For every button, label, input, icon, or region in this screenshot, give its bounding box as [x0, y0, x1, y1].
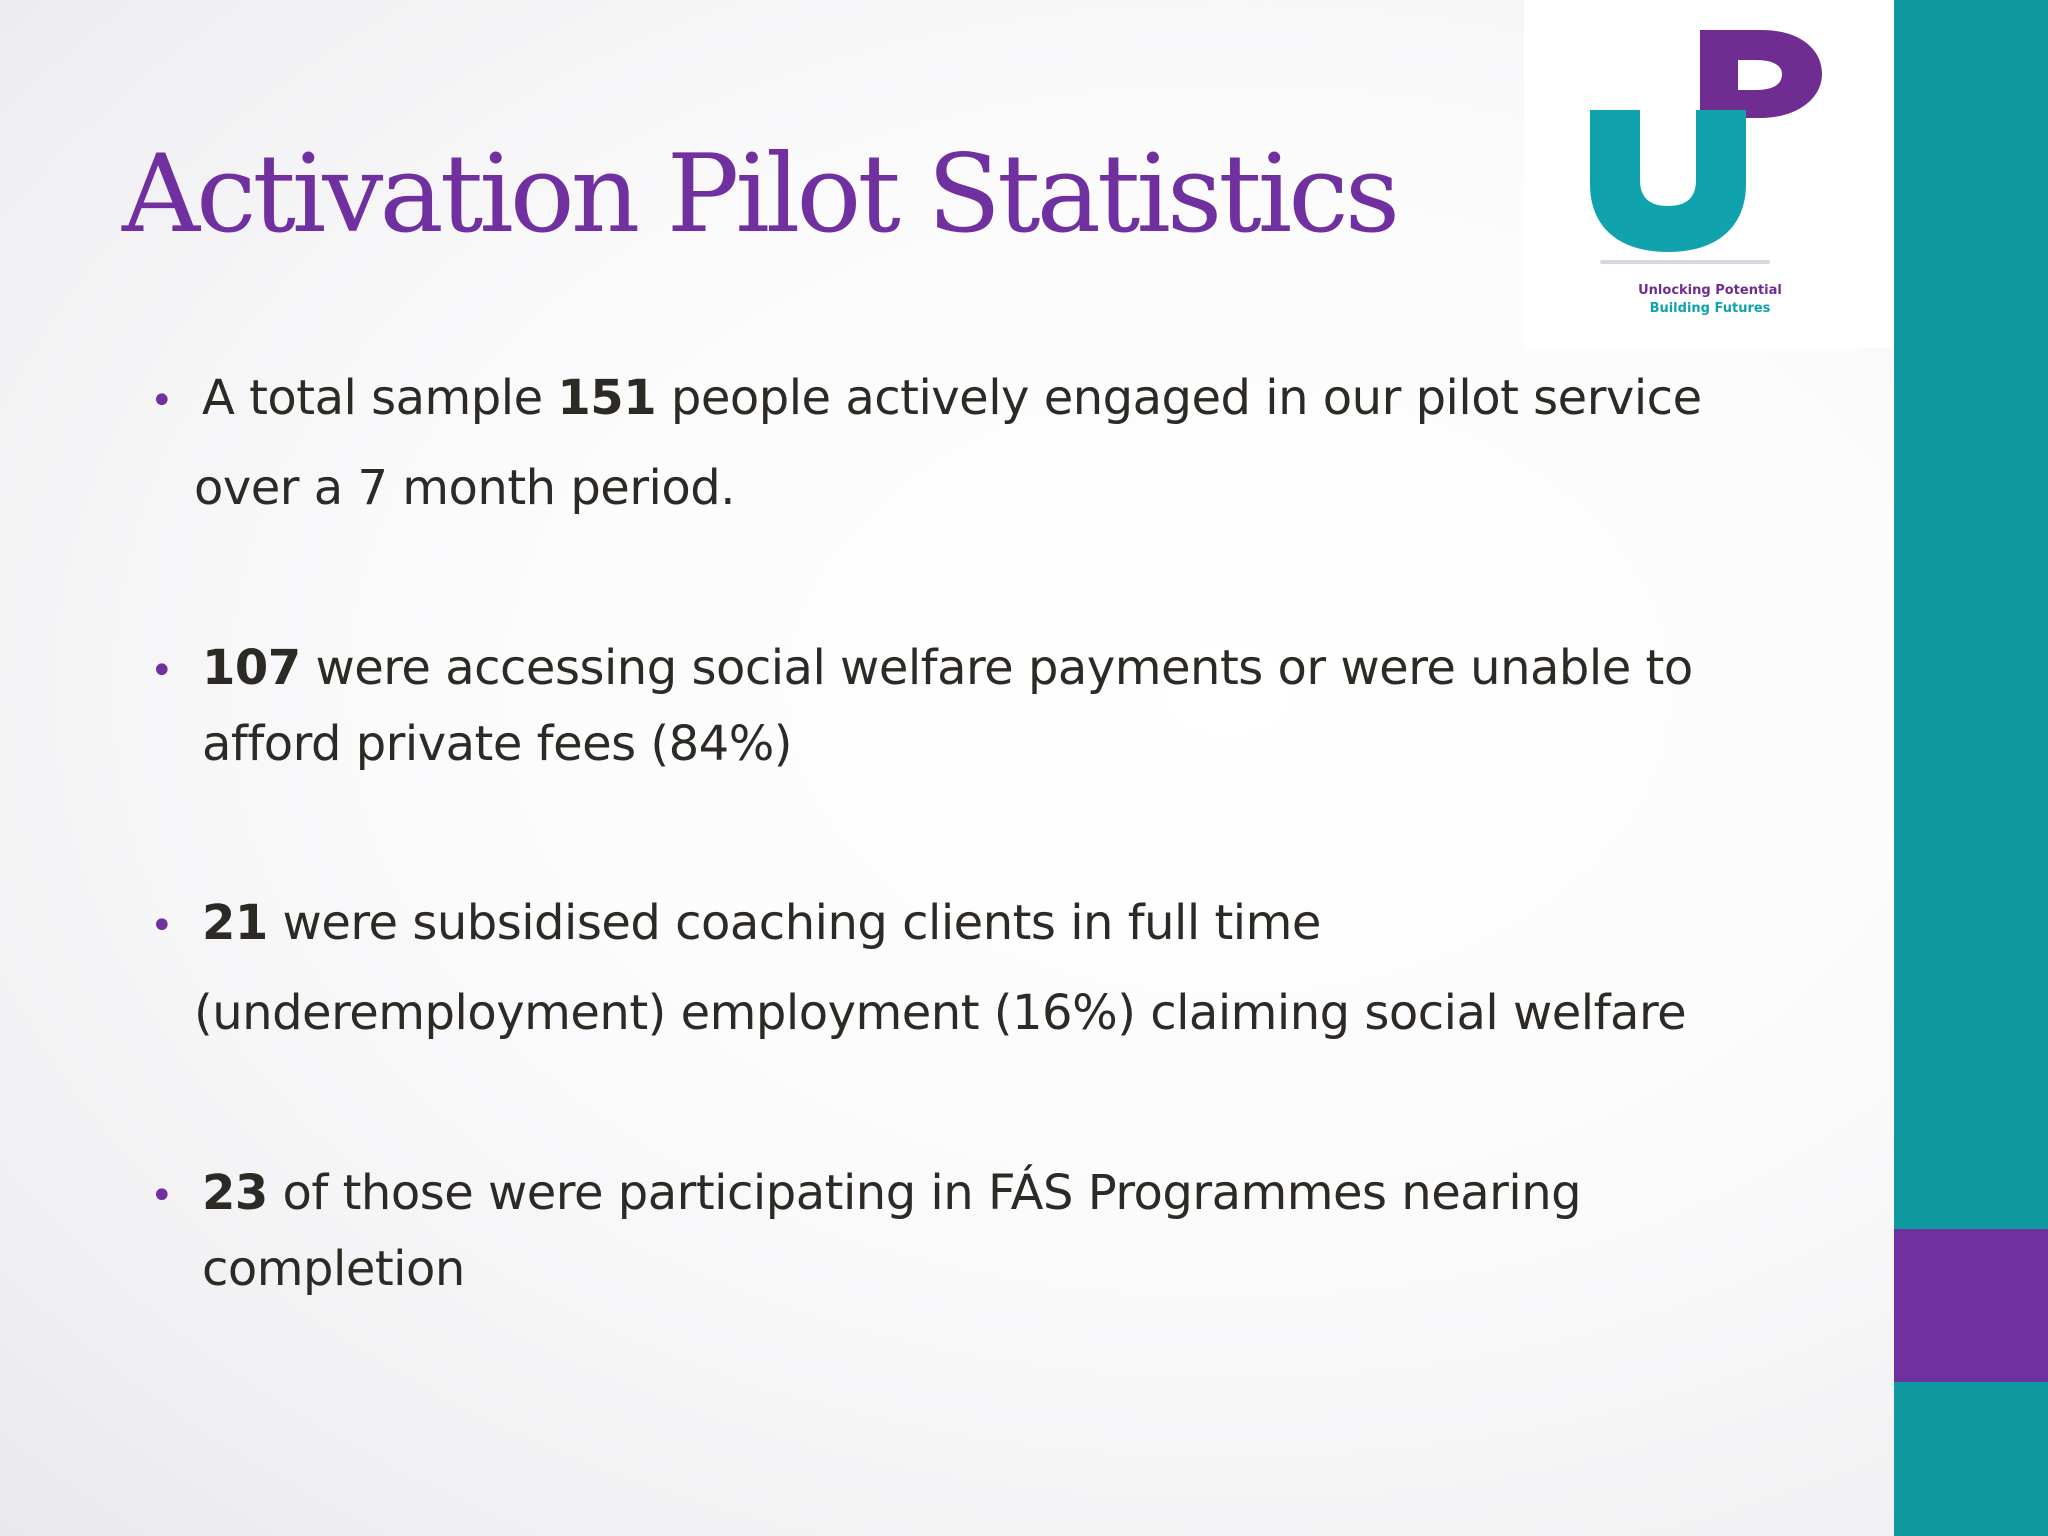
bullet-1-number: 151: [557, 370, 657, 426]
bullet-1-line-2: over a 7 month period.: [194, 460, 735, 516]
bullet-3-number: 21: [202, 895, 268, 951]
bullet-2-line-1: 107 were accessing social welfare paymen…: [202, 636, 1693, 700]
bullet-4-line-1: 23 of those were participating in FÁS Pr…: [202, 1161, 1582, 1225]
bullet-4-line-2: completion: [202, 1241, 465, 1297]
bullet-list: • A total sample 151 people actively eng…: [150, 366, 1702, 1297]
bullet-1-text-before: A total sample: [202, 370, 558, 426]
bullet-4-number: 23: [202, 1165, 268, 1221]
logo-tagline-line1: Unlocking Potential: [1638, 283, 1782, 298]
bullet-3-line-2: (underemployment) employment (16%) claim…: [194, 985, 1687, 1041]
bullet-3-text-after: were subsidised coaching clients in full…: [267, 895, 1322, 951]
bullet-marker: •: [150, 1173, 174, 1219]
bullet-4-text-after: of those were participating in FÁS Progr…: [267, 1165, 1582, 1221]
bullet-2-text-after: were accessing social welfare payments o…: [300, 640, 1693, 696]
bullet-2-number: 107: [202, 640, 301, 696]
bullet-2-line-2: afford private fees (84%): [202, 716, 793, 772]
up-logo: [1590, 30, 1822, 264]
bullet-3-line-1: 21 were subsidised coaching clients in f…: [202, 891, 1321, 955]
bullet-marker: •: [150, 903, 174, 949]
logo-tagline-line2: Building Futures: [1649, 301, 1771, 316]
bullet-1-text-after: people actively engaged in our pilot ser…: [656, 370, 1702, 426]
logo-tagline: Unlocking Potential Building Futures: [1604, 282, 1816, 318]
bullet-marker: •: [150, 648, 174, 694]
purple-accent-block: [1894, 1229, 2048, 1382]
bullet-1-line-1: A total sample 151 people actively engag…: [202, 366, 1702, 430]
bullet-marker: •: [150, 378, 174, 424]
logo-shadow: [1600, 260, 1770, 264]
slide-title: Activation Pilot Statistics: [122, 132, 1400, 257]
logo-letter-u: [1590, 110, 1746, 252]
